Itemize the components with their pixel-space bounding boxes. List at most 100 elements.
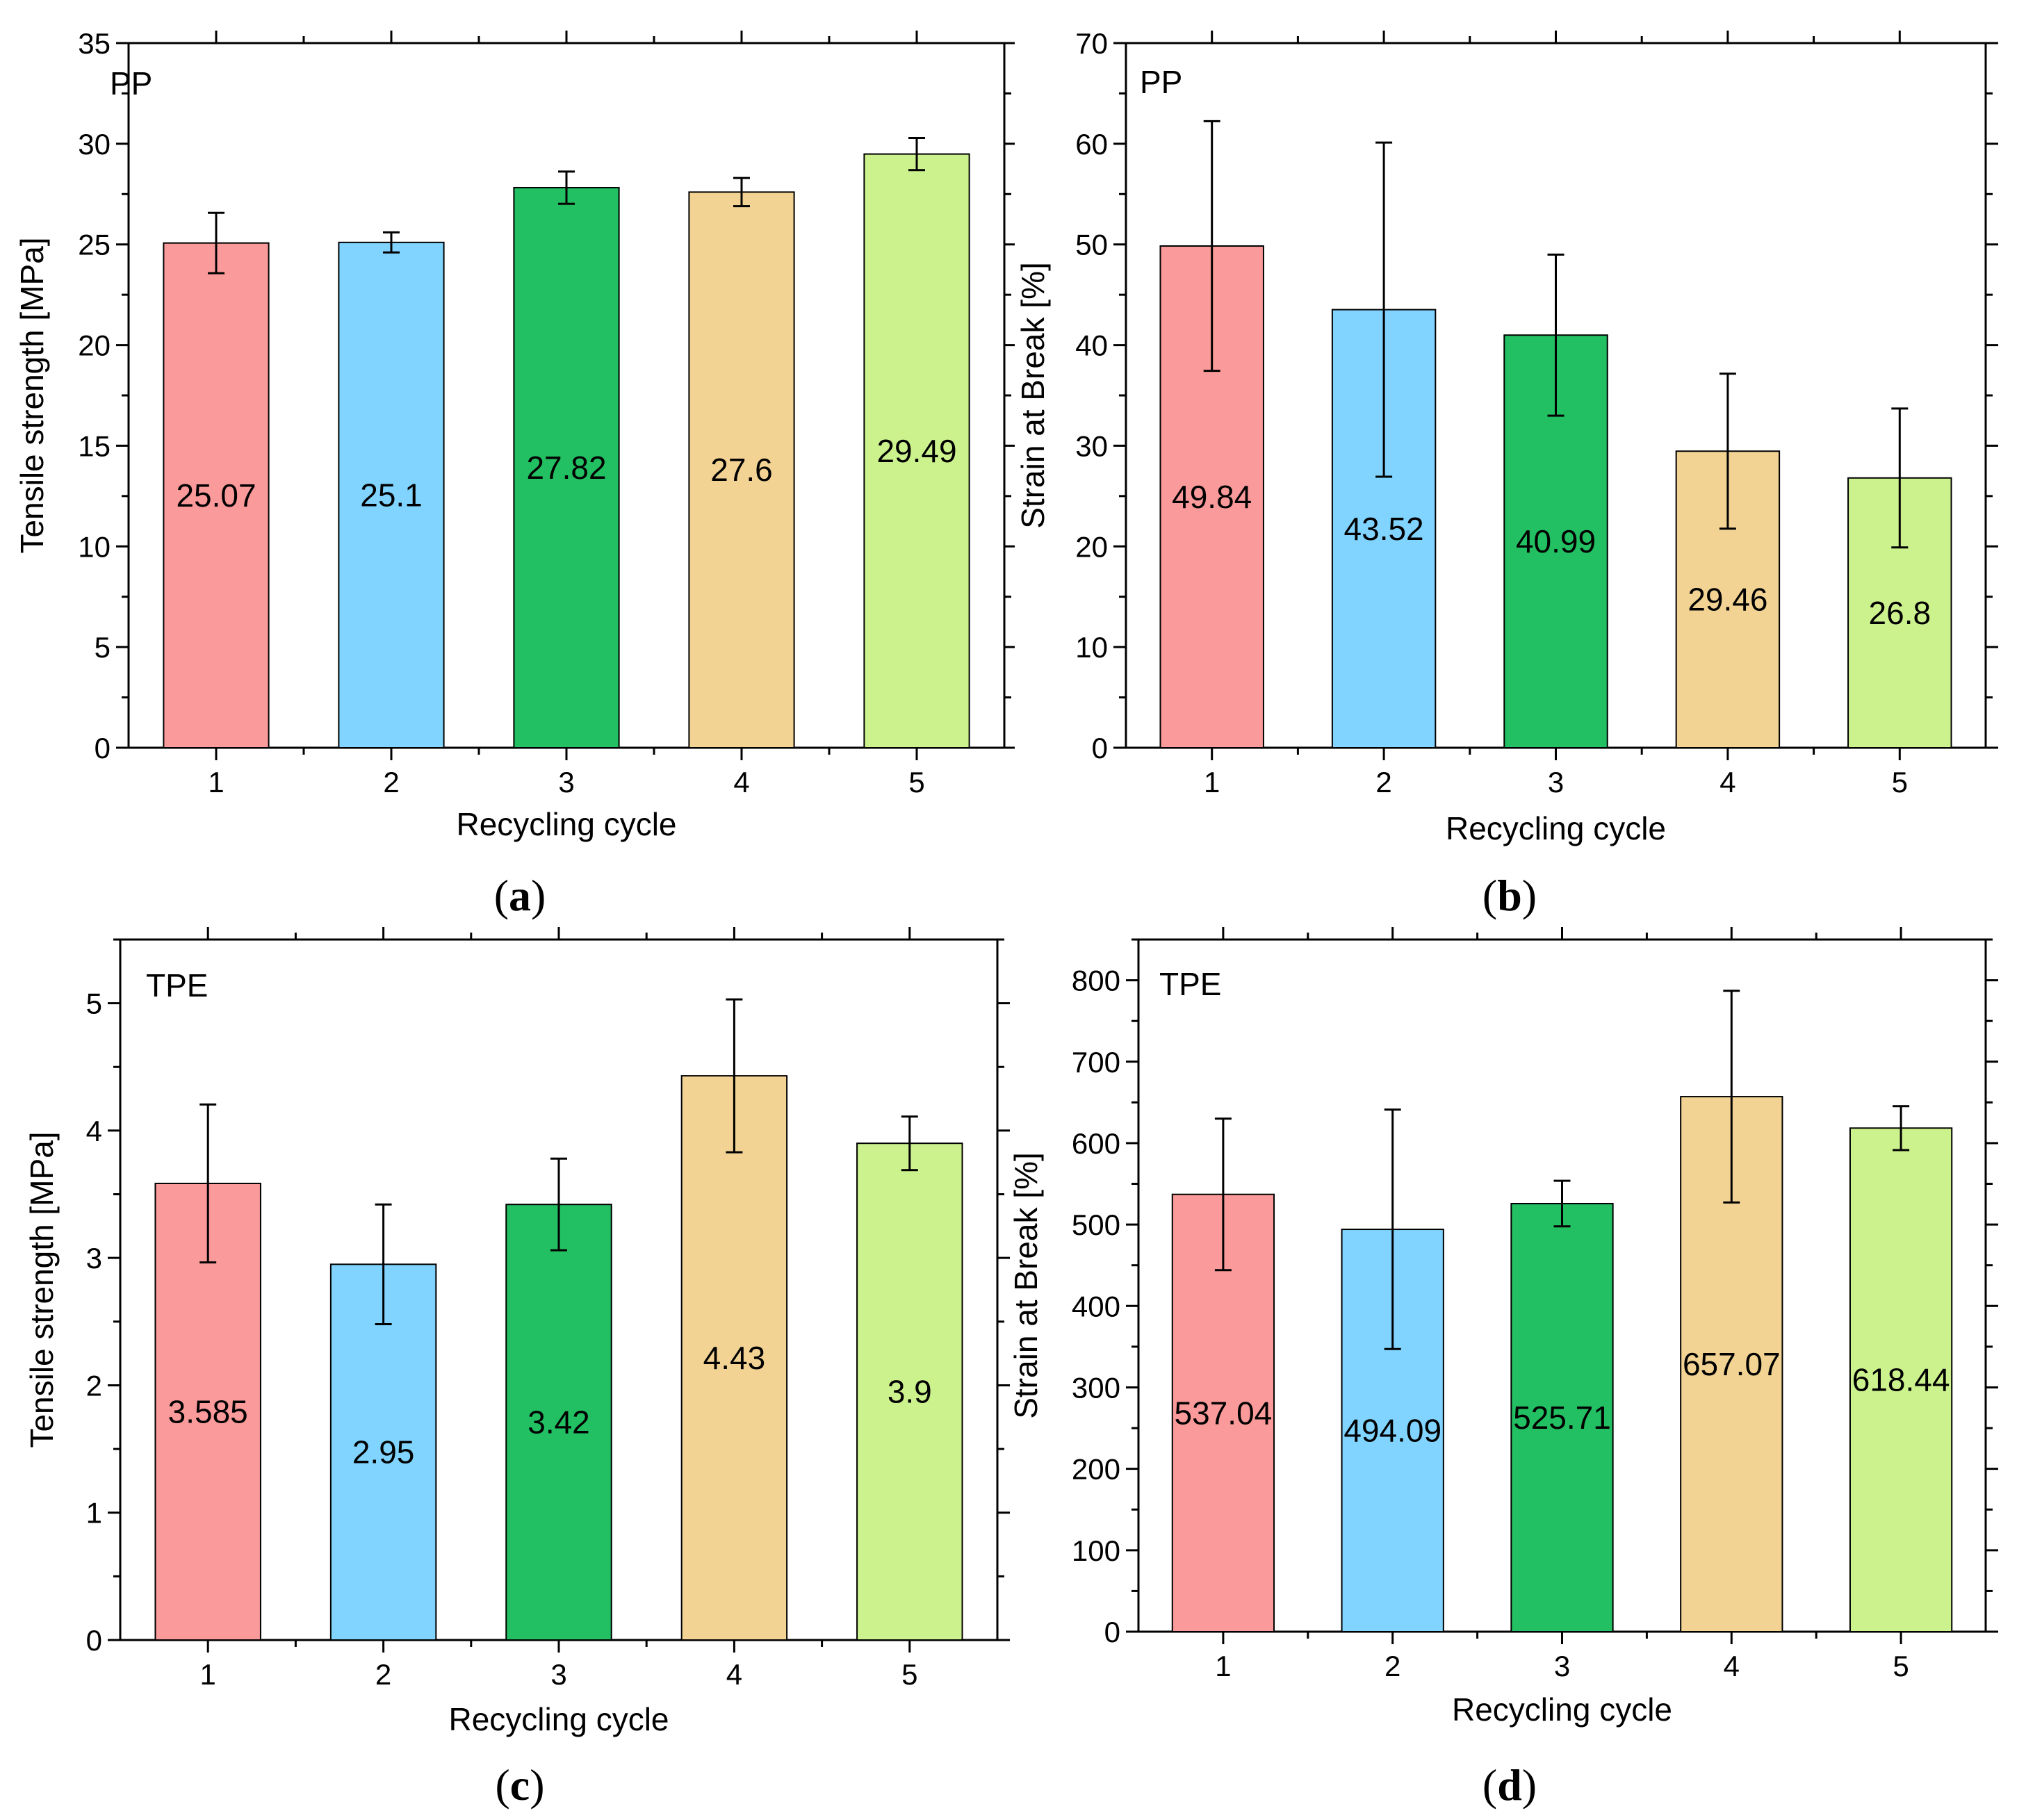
y-tick-label: 0 — [95, 732, 111, 764]
y-tick-label: 700 — [1072, 1046, 1120, 1079]
bar-value-label: 26.8 — [1869, 595, 1931, 631]
x-tick-label: 4 — [733, 766, 749, 798]
y-tick-label: 800 — [1072, 965, 1120, 997]
panel-caption-b-letter: b — [1497, 871, 1522, 920]
bar-value-label: 657.07 — [1683, 1346, 1781, 1382]
panel-caption-d-letter: d — [1497, 1760, 1522, 1810]
bar-value-label: 3.42 — [528, 1404, 590, 1441]
material-label-c: TPE — [146, 967, 208, 1003]
y-tick-label: 10 — [78, 530, 111, 563]
bar-value-label: 29.49 — [876, 433, 956, 469]
y-tick-label: 600 — [1072, 1127, 1120, 1160]
bar-value-label: 3.9 — [888, 1374, 932, 1410]
bar-value-label: 494.09 — [1343, 1413, 1441, 1449]
y-tick-label: 4 — [86, 1115, 102, 1147]
chart-panel-c: 3.585 2.95 3.42 4.43 3.9 0 1 2 3 4 5 1 2 3 4 5 TPE Te… — [0, 917, 1015, 1751]
panel-caption-a-letter: a — [509, 871, 531, 920]
bar-value-label: 27.82 — [526, 450, 606, 486]
x-tick-label: 1 — [1215, 1650, 1231, 1682]
bar-cycle-2 — [329, 1263, 437, 1641]
y-tick-label: 25 — [78, 229, 111, 261]
x-tick-label: 1 — [200, 1658, 216, 1691]
bar-value-label: 25.1 — [360, 477, 423, 513]
x-tick-label: 2 — [1375, 766, 1391, 798]
x-tick-label: 4 — [726, 1658, 742, 1691]
y-tick-label: 0 — [1104, 1616, 1120, 1648]
chart-panel-b: 49.84 43.52 40.99 29.46 26.8 0 10 20 30 40 50 60 70… — [1015, 0, 2026, 855]
bar-cycle-1 — [163, 242, 270, 748]
y-axis-label-d: Strain at Break [%] — [1008, 1152, 1044, 1419]
bar-value-label: 537.04 — [1175, 1395, 1273, 1431]
x-tick-label: 1 — [208, 766, 224, 798]
y-tick-label: 2 — [86, 1369, 102, 1402]
bar-cycle-5 — [1849, 1127, 1953, 1632]
panel-caption-d: (d) — [1482, 1760, 1537, 1810]
x-tick-label: 5 — [1892, 766, 1908, 798]
bar-value-label: 29.46 — [1688, 582, 1767, 618]
y-tick-label: 30 — [78, 128, 111, 161]
y-tick-label: 400 — [1072, 1290, 1120, 1322]
bar-cycle-3 — [513, 187, 620, 749]
y-axis-label-c: Tensile strength [MPa] — [24, 1131, 60, 1448]
material-label-b: PP — [1140, 64, 1182, 100]
y-tick-label: 5 — [86, 987, 102, 1020]
x-axis-label-d: Recycling cycle — [1452, 1691, 1672, 1728]
x-axis-label-a: Recycling cycle — [457, 806, 677, 842]
x-axis-label-c: Recycling cycle — [449, 1701, 669, 1737]
bar-cycle-5 — [856, 1142, 963, 1641]
bar-value-label: 27.6 — [710, 452, 773, 488]
y-axis-label-a: Tensile strength [MPa] — [14, 237, 50, 553]
y-tick-label: 40 — [1075, 329, 1108, 362]
y-tick-label: 1 — [86, 1497, 102, 1530]
x-tick-label: 4 — [1724, 1650, 1740, 1682]
y-tick-label: 100 — [1072, 1534, 1120, 1567]
y-tick-label: 0 — [86, 1624, 102, 1657]
bar-value-label: 618.44 — [1852, 1362, 1950, 1398]
bar-value-label: 43.52 — [1344, 511, 1424, 547]
y-tick-label: 3 — [86, 1242, 102, 1274]
x-tick-label: 5 — [1893, 1650, 1909, 1682]
y-tick-label: 70 — [1075, 27, 1108, 60]
bar-value-label: 40.99 — [1516, 523, 1596, 559]
y-axis-label-b: Strain at Break [%] — [1015, 262, 1051, 529]
x-tick-label: 5 — [901, 1658, 917, 1691]
x-tick-label: 2 — [1384, 1650, 1400, 1682]
y-tick-label: 15 — [78, 429, 111, 462]
material-label-a: PP — [110, 65, 152, 101]
y-tick-label: 0 — [1092, 732, 1108, 764]
x-tick-label: 1 — [1204, 766, 1220, 798]
x-tick-label: 2 — [383, 766, 399, 798]
bar-value-label: 25.07 — [176, 477, 256, 514]
bar-value-label: 49.84 — [1172, 479, 1252, 515]
y-tick-label: 10 — [1075, 631, 1108, 664]
x-tick-label: 5 — [908, 766, 924, 798]
y-tick-label: 5 — [95, 631, 111, 664]
x-tick-label: 3 — [550, 1658, 566, 1691]
x-tick-label: 3 — [1554, 1650, 1570, 1682]
y-tick-label: 30 — [1075, 429, 1108, 462]
x-tick-label: 3 — [558, 766, 574, 798]
y-tick-label: 500 — [1072, 1208, 1120, 1241]
panel-caption-c-letter: c — [510, 1760, 530, 1810]
bar-value-label: 3.585 — [168, 1393, 248, 1429]
panel-caption-c: (c) — [495, 1760, 544, 1810]
bar-value-label: 525.71 — [1513, 1400, 1611, 1436]
bar-value-label: 4.43 — [703, 1340, 766, 1376]
chart-panel-d: 537.04 494.09 525.71 657.07 618.44 0 100 200 30… — [1008, 917, 2026, 1751]
x-tick-label: 4 — [1719, 766, 1735, 798]
bar-value-label: 2.95 — [352, 1434, 415, 1470]
bar-cycle-3 — [505, 1204, 612, 1641]
x-tick-label: 2 — [375, 1658, 391, 1691]
y-tick-label: 50 — [1075, 229, 1108, 261]
panel-caption-b: (b) — [1482, 871, 1537, 920]
y-tick-label: 60 — [1075, 128, 1108, 161]
x-axis-label-b: Recycling cycle — [1446, 810, 1666, 846]
y-tick-label: 200 — [1072, 1453, 1120, 1486]
bar-cycle-3 — [1510, 1202, 1614, 1632]
y-tick-label: 20 — [1075, 530, 1108, 563]
x-tick-label: 3 — [1548, 766, 1564, 798]
panel-caption-a: (a) — [494, 871, 546, 920]
y-tick-label: 35 — [78, 27, 111, 60]
